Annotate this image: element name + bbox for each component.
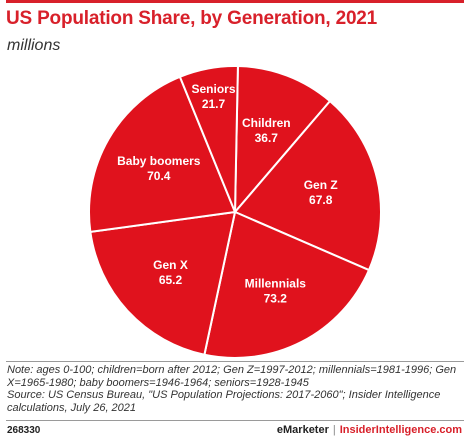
footer-site-link[interactable]: InsiderIntelligence.com [339,424,462,436]
chart-notes: Note: ages 0-100; children=born after 20… [7,364,467,414]
footer-brand: eMarketer [276,424,329,436]
pie-slice-gen-x [89,211,236,356]
footer-source: eMarketer | InsiderIntelligence.com [277,424,462,436]
footer-rule [6,420,464,421]
pie-slice-millennials [203,211,370,359]
slice-value: 70.4 [147,169,171,183]
notes-top-rule [6,361,464,362]
source-text: Source: US Census Bureau, "US Population… [7,389,441,414]
slice-value: 36.7 [255,131,279,145]
slice-label: Millennials [245,276,307,290]
top-accent-bar [6,0,464,3]
note-text: Note: ages 0-100; children=born after 20… [7,364,457,389]
slice-value: 73.2 [264,291,288,305]
slice-label: Seniors [191,82,235,96]
footer-separator: | [332,424,336,436]
chart-subtitle: millions [7,37,61,54]
pie-slices [88,65,382,359]
pie-slice-baby-boomers [88,75,236,233]
pie-slice-children [234,65,331,213]
chart-title: US Population Share, by Generation, 2021 [6,8,378,29]
slice-label: Gen X [153,258,188,272]
slice-value: 65.2 [159,273,183,287]
slice-label: Gen Z [304,178,338,192]
slice-value: 21.7 [202,97,226,111]
slice-label: Baby boomers [117,154,201,168]
chart-id: 268330 [7,425,41,436]
pie-slice-seniors [178,65,239,213]
slice-value: 67.8 [309,193,333,207]
pie-slice-gen-z [234,100,382,272]
slice-label: Children [242,116,291,130]
